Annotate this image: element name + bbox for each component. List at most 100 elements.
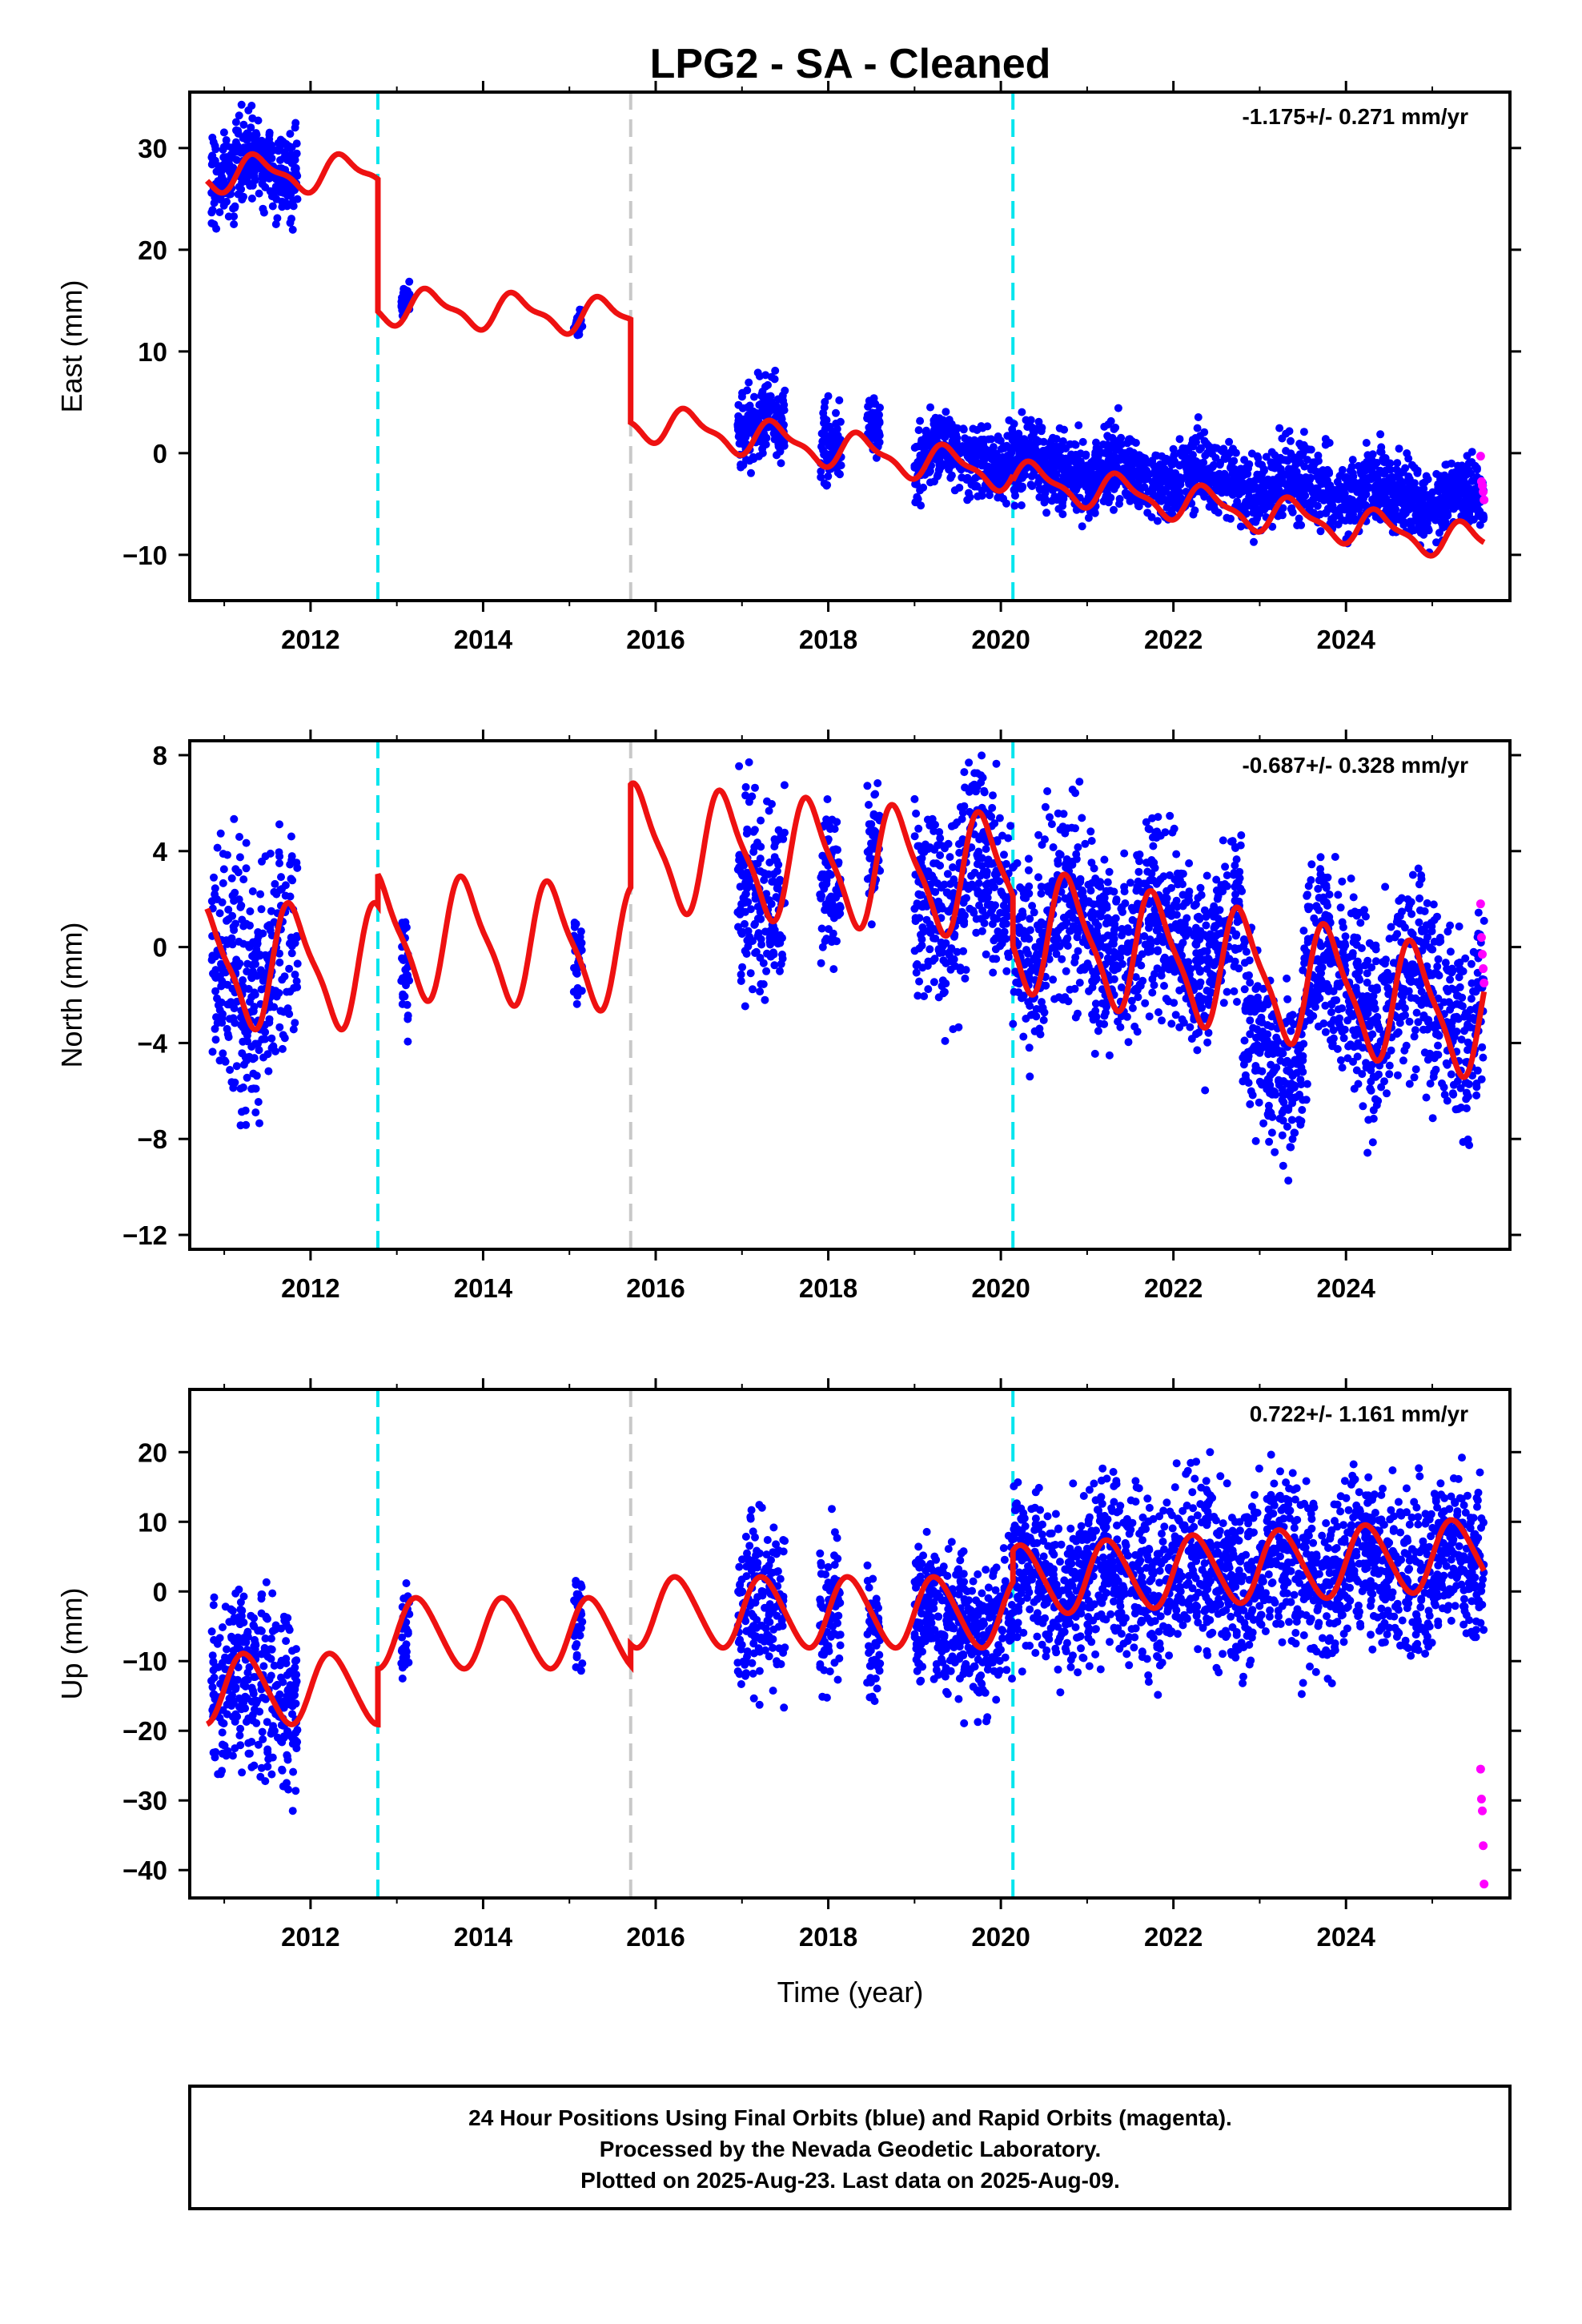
final-orbit-point <box>949 863 957 871</box>
final-orbit-point <box>832 845 841 854</box>
final-orbit-point <box>1181 899 1190 907</box>
final-orbit-point <box>1407 498 1415 506</box>
final-orbit-point <box>1309 496 1318 505</box>
final-orbit-point <box>1186 1023 1195 1031</box>
final-orbit-point <box>1203 871 1211 880</box>
final-orbit-point <box>1071 789 1080 798</box>
final-orbit-point <box>977 422 986 431</box>
final-orbit-point <box>1024 949 1032 958</box>
final-orbit-point <box>749 847 758 856</box>
final-orbit-point <box>828 906 837 915</box>
final-orbit-point <box>778 934 786 943</box>
final-orbit-point <box>832 893 841 902</box>
final-orbit-point <box>750 392 758 401</box>
final-orbit-point <box>230 143 238 151</box>
final-orbit-point <box>1161 828 1170 837</box>
final-orbit-point <box>281 881 290 890</box>
final-orbit-point <box>1029 426 1038 435</box>
final-orbit-point <box>404 1015 412 1023</box>
final-orbit-point <box>575 330 584 339</box>
final-orbit-point <box>959 947 968 955</box>
final-orbit-point <box>1230 987 1239 995</box>
final-orbit-point <box>1233 998 1241 1006</box>
final-orbit-point <box>1406 517 1415 526</box>
final-orbit-point <box>1263 502 1272 511</box>
final-orbit-point <box>1215 482 1224 491</box>
final-orbit-point <box>978 927 986 935</box>
final-orbit-point <box>1232 855 1241 864</box>
final-orbit-point <box>1204 955 1213 963</box>
final-orbit-point <box>227 934 236 943</box>
final-orbit-point <box>1047 820 1056 829</box>
final-orbit-point <box>286 130 295 139</box>
final-orbit-point <box>1391 505 1400 513</box>
final-orbit-point <box>223 1030 232 1039</box>
final-orbit-point <box>982 871 991 879</box>
final-orbit-point <box>987 900 996 909</box>
final-orbit-point <box>219 176 228 185</box>
final-orbit-point <box>1085 463 1094 472</box>
x-tick-label: 2020 <box>971 625 1030 654</box>
final-orbit-point <box>227 1078 236 1087</box>
final-orbit-point <box>1245 460 1254 468</box>
final-orbit-point <box>1193 424 1202 432</box>
final-orbit-point <box>208 206 217 215</box>
final-orbit-point <box>822 879 831 888</box>
final-orbit-point <box>275 1023 284 1031</box>
final-orbit-point <box>1291 472 1299 481</box>
final-orbit-point <box>1070 485 1078 493</box>
final-orbit-point <box>267 1043 276 1052</box>
final-orbit-point <box>287 875 295 883</box>
final-orbit-point <box>1127 996 1136 1005</box>
final-orbit-point <box>1465 509 1473 517</box>
final-orbit-point <box>1118 931 1126 940</box>
final-orbit-point <box>1279 504 1287 513</box>
final-orbit-point <box>1085 987 1093 995</box>
final-orbit-point <box>1111 914 1120 923</box>
final-orbit-point <box>221 1057 230 1066</box>
final-orbit-point <box>1154 1008 1162 1016</box>
final-orbit-point <box>1422 472 1431 480</box>
final-orbit-point <box>230 814 239 823</box>
final-orbit-point <box>1227 837 1235 846</box>
final-orbit-point <box>1228 490 1237 499</box>
final-orbit-point <box>1209 460 1218 469</box>
final-orbit-point <box>1049 843 1058 851</box>
final-orbit-point <box>239 922 248 931</box>
final-orbit-point <box>1319 493 1328 502</box>
final-orbit-point <box>1074 421 1083 430</box>
final-orbit-point <box>737 868 745 877</box>
final-orbit-point <box>1118 907 1126 916</box>
final-orbit-point <box>1368 495 1377 504</box>
final-orbit-point <box>1196 955 1204 963</box>
final-orbit-point <box>1395 516 1404 525</box>
final-orbit-point <box>1284 468 1293 477</box>
final-orbit-point <box>1147 513 1156 521</box>
final-orbit-point <box>293 959 302 968</box>
final-orbit-point <box>937 938 946 947</box>
final-orbit-point <box>776 447 785 456</box>
final-orbit-point <box>1100 943 1109 952</box>
final-orbit-point <box>943 870 952 879</box>
final-orbit-point <box>1104 433 1113 441</box>
panel-north: 2012 2014 2016 2018 2020 2022 2024−12−8−4048No… <box>55 730 1521 1303</box>
final-orbit-point <box>1191 900 1200 909</box>
final-orbit-point <box>1282 447 1291 455</box>
final-orbit-point <box>235 895 243 904</box>
final-orbit-point <box>1018 445 1027 454</box>
final-orbit-point <box>1303 456 1311 464</box>
final-orbit-point <box>1265 1137 1274 1146</box>
final-orbit-point <box>935 840 944 849</box>
final-orbit-point <box>1153 517 1162 525</box>
final-orbit-point <box>940 432 949 441</box>
final-orbit-point <box>1148 833 1157 842</box>
final-orbit-point <box>1148 988 1157 997</box>
final-orbit-point <box>254 1098 263 1106</box>
final-orbit-point <box>910 794 919 803</box>
final-orbit-point <box>239 1083 247 1092</box>
final-orbit-point <box>1371 462 1379 470</box>
final-orbit-point <box>1377 448 1386 456</box>
final-orbit-point <box>946 957 955 966</box>
final-orbit-point <box>1044 462 1053 470</box>
final-orbit-point <box>832 419 841 428</box>
